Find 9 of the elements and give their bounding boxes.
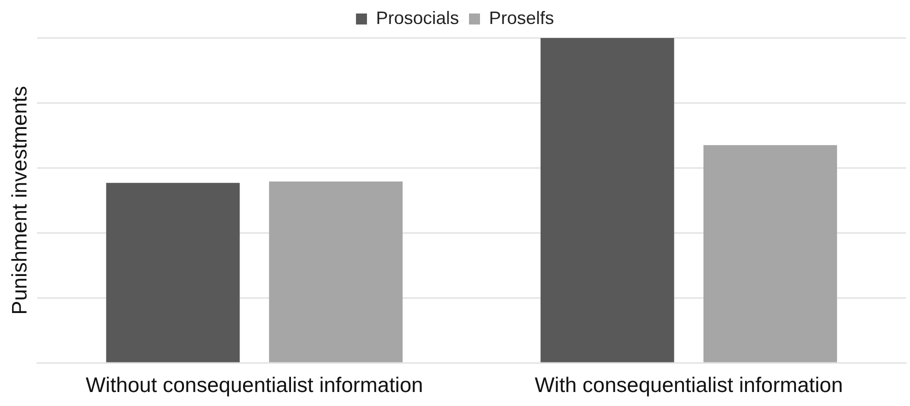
- x-tick-label: With consequentialist information: [534, 374, 843, 398]
- bar: [540, 38, 674, 362]
- y-axis-title: Punishment investments: [8, 86, 32, 315]
- legend-label: Proselfs: [489, 8, 554, 28]
- x-tick-label: Without consequentialist information: [86, 374, 424, 398]
- bar: [106, 182, 240, 362]
- bar: [269, 182, 403, 362]
- legend-label: Prosocials: [376, 8, 460, 28]
- bar: [703, 145, 838, 362]
